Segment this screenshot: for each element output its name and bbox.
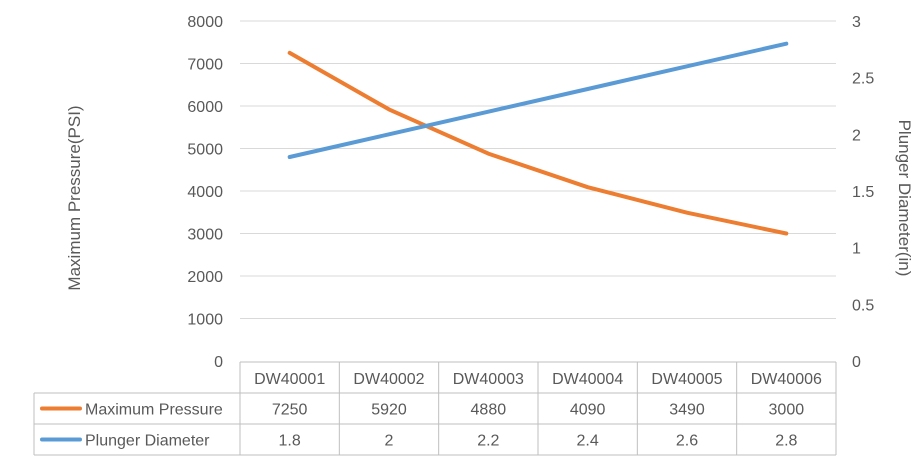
table-row-label: Maximum Pressure [85,402,223,419]
y-axis-label: Maximum Pressure(PSI) [65,105,84,290]
table-cell: 2 [385,433,394,450]
y-tick-label: 0 [214,354,223,371]
y2-tick-label: 2.5 [852,71,874,88]
table-cell: 7250 [272,402,308,419]
y-tick-label: 5000 [187,142,223,159]
y-tick-label: 3000 [187,227,223,244]
y-tick-label: 1000 [187,312,223,329]
table-cell: 4880 [471,402,507,419]
y-tick-label: 4000 [187,184,223,201]
category-label: DW40003 [453,371,524,388]
y-tick-label: 6000 [187,99,223,116]
table-cell: 5920 [371,402,407,419]
category-label: DW40005 [651,371,722,388]
series-line [287,50,789,236]
series-line [287,41,789,159]
y2-tick-label: 2 [852,127,861,144]
y-tick-label: 2000 [187,269,223,286]
y-tick-label: 7000 [187,57,223,74]
table-cell: 3490 [669,402,705,419]
gridlines [240,20,836,319]
category-label: DW40004 [552,371,623,388]
y2-tick-label: 0 [852,354,861,371]
data-table: DW40001 DW40002 DW40003 DW40004 DW40005 DW400… [33,361,837,456]
table-cell: 3000 [769,402,805,419]
table-cell: 4090 [570,402,606,419]
y2-tick-label: 1.5 [852,184,874,201]
category-label: DW40006 [751,371,822,388]
y-tick-label: 8000 [187,14,223,31]
table-cell: 2.2 [477,433,499,450]
table-cell: 2.6 [676,433,698,450]
y2-axis-label: Plunger Diameter(in) [895,120,914,277]
category-label: DW40002 [353,371,424,388]
table-row-label: Plunger Diameter [85,433,210,450]
y2-axis-ticks: 0 0.5 1 1.5 2 2.5 3 [852,14,874,371]
table-cell: 2.4 [577,433,599,450]
series-lines [287,41,789,236]
table-cell: 2.8 [775,433,797,450]
category-label: DW40001 [254,371,325,388]
y2-tick-label: 3 [852,14,861,31]
y2-tick-label: 1 [852,241,861,258]
table-cell: 1.8 [279,433,301,450]
y2-tick-label: 0.5 [852,297,874,314]
y-axis-ticks: 0 1000 2000 3000 4000 5000 6000 7000 8000 [187,14,223,371]
